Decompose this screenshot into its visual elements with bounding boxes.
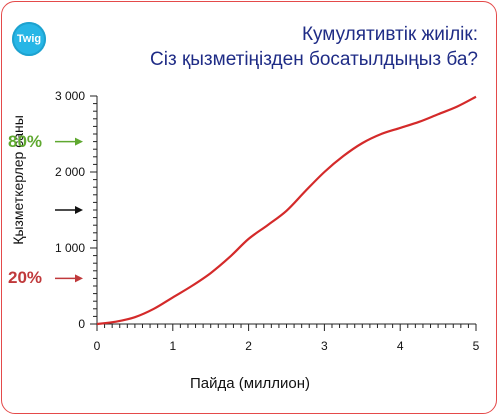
x-tick-label: 4 (397, 339, 404, 353)
x-tick-label: 2 (245, 339, 252, 353)
x-tick-label: 5 (473, 339, 480, 353)
annotation-80-percent: 80% (8, 131, 43, 151)
cumulative-frequency-line (96, 95, 477, 326)
x-tick-label: 1 (169, 339, 176, 353)
x-tick-label: 3 (321, 339, 328, 353)
chart-title-line-2: Сіз қызметіңізден босатылдыңыз ба? (150, 49, 478, 70)
y-tick-label: 3 000 (55, 89, 85, 103)
annotation-arrowhead (75, 274, 83, 283)
x-axis-label: Пайда (миллион) (190, 375, 310, 392)
y-tick-label: 1 000 (55, 241, 85, 255)
chart-title-line-1: Кумулятивтік жиілік: (301, 24, 478, 45)
y-tick-label: 0 (78, 317, 85, 331)
x-tick-label: 0 (94, 339, 101, 353)
y-tick-label: 2 000 (55, 165, 85, 179)
annotation-arrowhead (75, 137, 83, 146)
annotation-20-percent: 20% (8, 268, 43, 288)
annotation-arrowhead (75, 206, 83, 214)
twig-logo: Twig (12, 22, 46, 56)
